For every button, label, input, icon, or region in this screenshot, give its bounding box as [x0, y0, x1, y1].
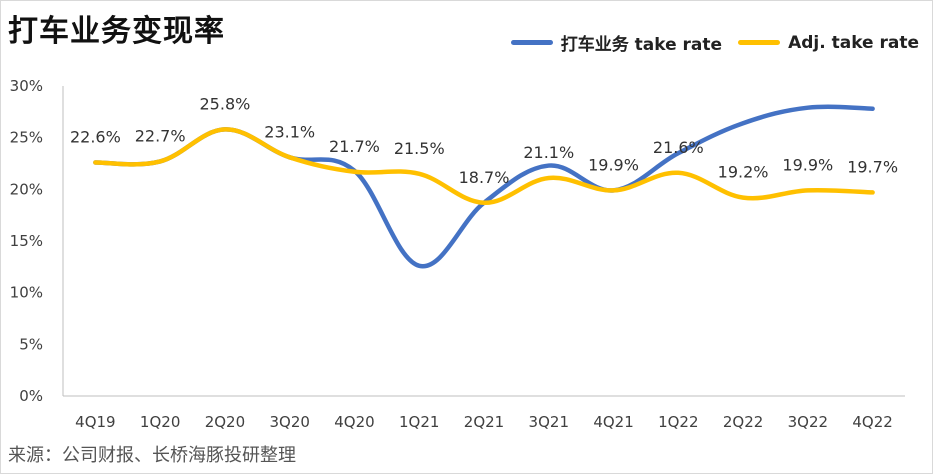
x-tick-label: 1Q21 — [399, 413, 439, 431]
y-tick-label: 30% — [10, 77, 43, 95]
y-tick-label: 5% — [19, 335, 43, 353]
data-label: 21.6% — [653, 138, 704, 157]
data-label: 19.7% — [847, 157, 898, 176]
data-label: 21.5% — [394, 139, 445, 158]
y-tick-label: 10% — [10, 284, 43, 302]
x-tick-label: 4Q22 — [852, 413, 892, 431]
data-label: 23.1% — [264, 122, 315, 141]
data-label: 21.7% — [329, 137, 380, 156]
data-label: 18.7% — [459, 168, 510, 187]
chart-legend: 打车业务 take rate Adj. take rate — [495, 30, 919, 55]
page-title: 打车业务变现率 — [8, 14, 225, 49]
legend-swatch-adj-take-rate — [738, 40, 781, 45]
x-tick-label: 3Q21 — [529, 413, 569, 431]
y-tick-label: 20% — [10, 180, 43, 198]
data-label: 19.9% — [782, 155, 833, 174]
legend-swatch-take-rate — [510, 40, 553, 45]
x-tick-label: 2Q22 — [723, 413, 763, 431]
data-labels: 22.6% 22.7% 25.8% 23.1% 21.7% 21.5% 18.7% 21.1%… — [70, 94, 898, 186]
data-label: 19.9% — [588, 155, 639, 174]
data-label: 19.2% — [718, 163, 769, 182]
series-line-adj-take-rate — [93, 127, 875, 206]
source-note: 来源：公司财报、长桥海豚投研整理 — [8, 445, 296, 466]
data-label: 25.8% — [200, 94, 251, 113]
y-tick-label: 25% — [10, 129, 43, 147]
series-lines — [93, 104, 875, 269]
x-tick-label: 2Q20 — [205, 413, 245, 431]
y-tick-label: 0% — [19, 387, 43, 405]
y-tick-label: 15% — [10, 232, 43, 250]
x-tick-label: 3Q20 — [269, 413, 309, 431]
data-label: 22.6% — [70, 127, 121, 146]
legend-label-take-rate: 打车业务 take rate — [560, 35, 723, 55]
x-tick-label: 4Q21 — [593, 413, 633, 431]
legend-item-take-rate: 打车业务 take rate — [510, 30, 723, 55]
x-tick-label: 3Q22 — [788, 413, 828, 431]
x-tick-label: 1Q22 — [658, 413, 698, 431]
legend-item-adj-take-rate: Adj. take rate — [738, 33, 919, 53]
x-tick-label: 4Q20 — [334, 413, 374, 431]
data-label: 22.7% — [135, 126, 186, 145]
legend-label-adj-take-rate: Adj. take rate — [788, 32, 919, 53]
x-tick-label: 2Q21 — [464, 413, 504, 431]
x-tick-label: 1Q20 — [140, 413, 180, 431]
x-axis: 4Q19 1Q20 2Q20 3Q20 4Q20 1Q21 2Q21 3Q21 4Q21 1Q22… — [63, 395, 905, 431]
x-tick-label: 4Q19 — [75, 413, 115, 431]
y-axis: 0% 5% 10% 15% 20% 25% 30% — [10, 77, 64, 405]
data-label: 21.1% — [523, 143, 574, 162]
